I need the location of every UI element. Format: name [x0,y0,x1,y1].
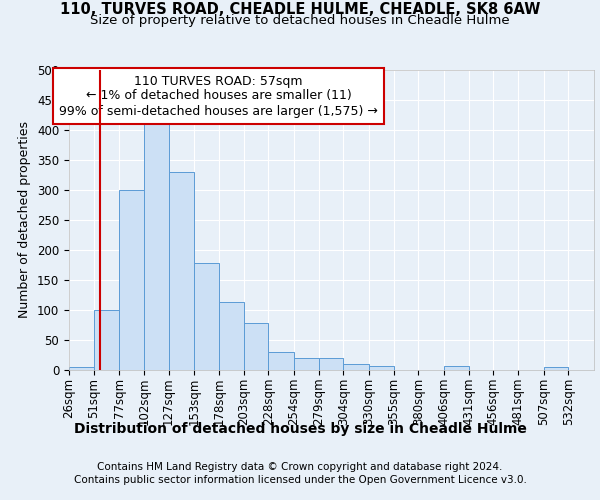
Y-axis label: Number of detached properties: Number of detached properties [19,122,31,318]
Text: Distribution of detached houses by size in Cheadle Hulme: Distribution of detached houses by size … [74,422,526,436]
Text: Contains HM Land Registry data © Crown copyright and database right 2024.: Contains HM Land Registry data © Crown c… [97,462,503,472]
Bar [144,121,169,370]
Bar [244,323,268,370]
Bar [294,358,319,370]
Bar [343,364,369,370]
Bar [369,366,394,370]
Text: 110, TURVES ROAD, CHEADLE HULME, CHEADLE, SK8 6AW: 110, TURVES ROAD, CHEADLE HULME, CHEADLE… [60,2,540,18]
Bar [219,302,244,370]
Text: Contains public sector information licensed under the Open Government Licence v3: Contains public sector information licen… [74,475,526,485]
Text: Size of property relative to detached houses in Cheadle Hulme: Size of property relative to detached ho… [90,14,510,27]
Bar [268,352,294,370]
Text: 110 TURVES ROAD: 57sqm
← 1% of detached houses are smaller (11)
99% of semi-deta: 110 TURVES ROAD: 57sqm ← 1% of detached … [59,74,378,118]
Bar [69,367,94,370]
Bar [544,367,568,370]
Bar [119,190,144,370]
Bar [94,310,119,370]
Bar [169,172,194,370]
Bar [194,263,219,370]
Bar [444,366,469,370]
Bar [319,358,343,370]
